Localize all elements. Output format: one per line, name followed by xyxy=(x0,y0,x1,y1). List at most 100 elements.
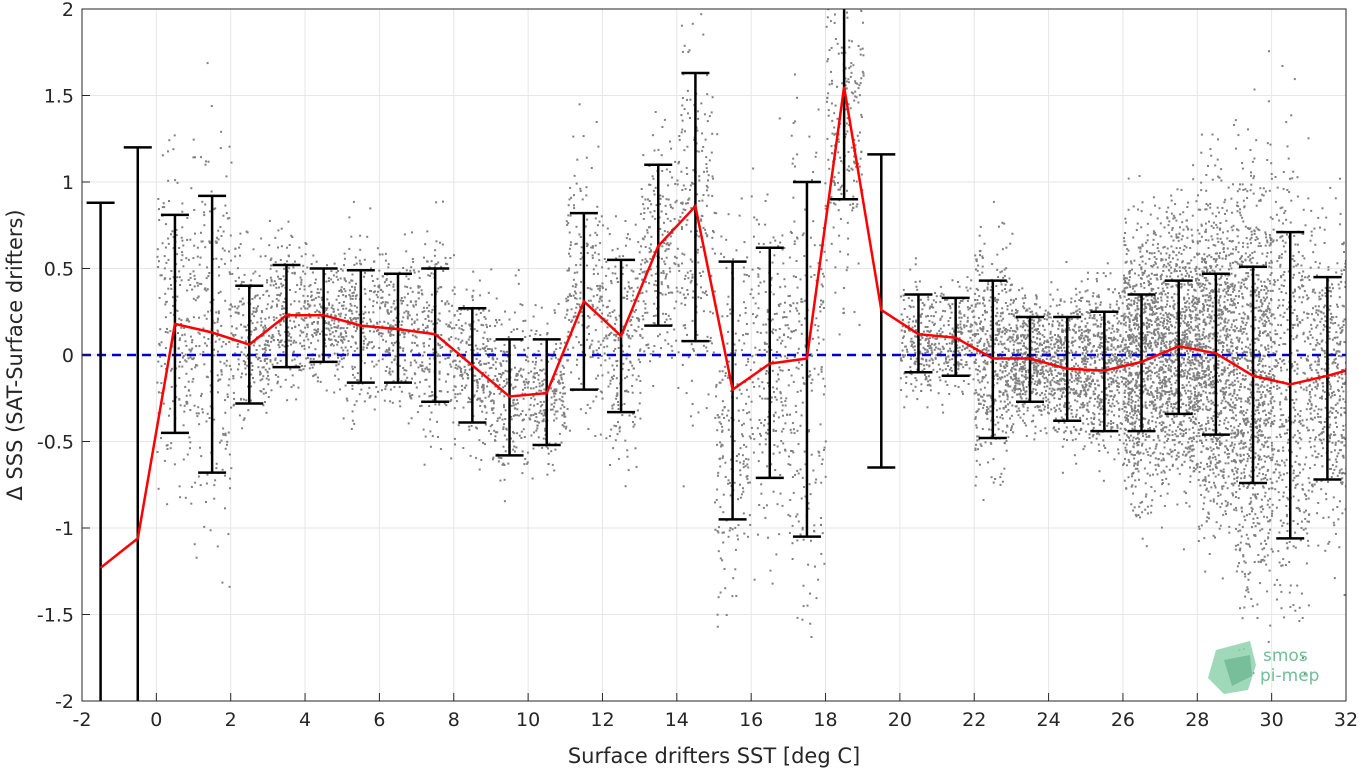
scatter-point xyxy=(300,281,303,284)
scatter-point xyxy=(689,116,691,119)
scatter-point xyxy=(164,331,167,333)
scatter-point xyxy=(857,139,860,142)
scatter-point xyxy=(416,318,419,321)
scatter-point xyxy=(381,332,384,335)
scatter-point xyxy=(700,297,702,300)
scatter-point xyxy=(503,434,506,437)
scatter-point xyxy=(639,348,642,351)
scatter-point xyxy=(525,381,528,384)
scatter-point xyxy=(308,367,311,370)
scatter-point xyxy=(428,368,431,371)
scatter-point xyxy=(484,350,487,352)
scatter-point xyxy=(326,307,329,310)
scatter-point xyxy=(392,349,394,352)
scatter-point xyxy=(437,344,440,346)
scatter-point xyxy=(439,241,441,244)
scatter-point xyxy=(677,265,680,268)
scatter-point xyxy=(638,402,641,405)
scatter-point xyxy=(939,295,942,298)
scatter-point xyxy=(935,301,938,304)
scatter-point xyxy=(428,265,431,268)
scatter-point xyxy=(680,131,683,134)
scatter-point xyxy=(647,207,649,210)
scatter-point xyxy=(260,390,263,393)
scatter-point xyxy=(217,266,220,269)
scatter-point xyxy=(681,201,684,204)
scatter-point xyxy=(481,347,484,350)
scatter-point xyxy=(550,403,553,406)
scatter-point xyxy=(857,6,859,8)
scatter-point xyxy=(467,374,469,377)
scatter-point xyxy=(507,336,510,338)
scatter-point xyxy=(673,307,676,310)
scatter-point xyxy=(942,347,945,350)
scatter-point xyxy=(342,357,345,360)
scatter-point xyxy=(465,288,468,291)
scatter-point xyxy=(772,430,775,432)
scatter-point xyxy=(661,170,664,172)
scatter-point xyxy=(510,368,513,371)
scatter-point xyxy=(980,337,983,340)
scatter-point xyxy=(716,530,719,533)
scatter-point xyxy=(266,371,269,374)
scatter-point xyxy=(765,350,768,353)
scatter-point xyxy=(242,302,245,305)
scatter-point xyxy=(592,295,595,298)
scatter-point xyxy=(950,311,953,314)
scatter-point xyxy=(573,194,575,197)
scatter-point xyxy=(239,254,241,257)
scatter-point xyxy=(403,296,406,299)
scatter-point xyxy=(462,329,465,332)
scatter-point xyxy=(590,246,593,249)
scatter-point xyxy=(717,474,719,477)
scatter-point xyxy=(451,327,453,330)
scatter-point xyxy=(402,300,405,302)
scatter-point xyxy=(390,310,393,313)
scatter-point xyxy=(617,401,619,403)
scatter-point xyxy=(601,391,603,394)
scatter-point xyxy=(325,280,328,283)
scatter-point xyxy=(469,323,472,326)
scatter-point xyxy=(784,355,787,358)
scatter-point xyxy=(1007,350,1010,352)
scatter-point xyxy=(306,307,309,310)
scatter-point xyxy=(527,380,530,383)
scatter-point xyxy=(303,300,306,302)
scatter-point xyxy=(791,542,794,545)
scatter-point xyxy=(441,346,444,348)
scatter-point xyxy=(729,352,732,355)
scatter-point xyxy=(696,129,699,132)
scatter-point xyxy=(716,429,719,432)
scatter-point xyxy=(678,135,681,137)
scatter-point xyxy=(440,334,443,336)
scatter-point xyxy=(718,421,721,424)
scatter-point xyxy=(340,336,343,339)
scatter-point xyxy=(499,373,502,375)
scatter-point xyxy=(195,364,197,367)
scatter-point xyxy=(709,336,712,339)
scatter-point xyxy=(325,309,328,311)
scatter-point xyxy=(351,387,354,390)
scatter-point xyxy=(554,399,557,402)
scatter-point xyxy=(591,254,594,257)
scatter-point xyxy=(571,285,574,288)
scatter-point xyxy=(299,334,302,337)
scatter-point xyxy=(438,390,441,393)
scatter-point xyxy=(690,207,693,210)
scatter-point xyxy=(922,330,925,333)
scatter-point xyxy=(459,312,462,315)
scatter-point xyxy=(349,317,352,319)
scatter-point xyxy=(986,286,989,289)
scatter-point xyxy=(237,305,240,308)
scatter-point xyxy=(789,428,792,431)
scatter-point xyxy=(468,425,471,428)
scatter-point xyxy=(348,289,351,292)
scatter-point xyxy=(435,263,438,265)
scatter-point xyxy=(726,303,729,306)
scatter-point xyxy=(764,397,767,400)
scatter-point xyxy=(350,279,353,282)
scatter-point xyxy=(209,390,212,393)
scatter-point xyxy=(355,282,357,285)
scatter-point xyxy=(757,377,760,380)
scatter-point xyxy=(987,344,990,347)
